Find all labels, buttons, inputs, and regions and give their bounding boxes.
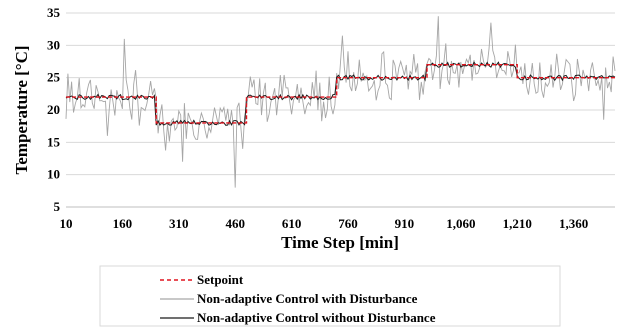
series-line-setpoint [66, 64, 615, 124]
legend-box [99, 265, 561, 327]
x-tick-label: 610 [282, 216, 302, 231]
y-tick-label: 15 [47, 134, 61, 149]
x-tick-label: 460 [225, 216, 245, 231]
x-tick-label: 160 [113, 216, 133, 231]
legend-label-without-disturbance: Non-adaptive Control without Disturbance [197, 310, 436, 325]
y-axis-title: Temperature [°C] [12, 45, 31, 174]
x-tick-label: 1,210 [503, 216, 532, 231]
grid-lines [66, 12, 615, 176]
y-tick-label: 10 [47, 167, 60, 182]
x-tick-label: 310 [169, 216, 189, 231]
x-axis-title: Time Step [min] [281, 233, 399, 252]
y-tick-label: 20 [47, 102, 60, 117]
y-tick-label: 5 [54, 199, 61, 214]
legend-label-setpoint: Setpoint [197, 272, 244, 287]
y-axis-tick-labels: 5 10 15 20 25 30 35 [47, 5, 61, 214]
legend-label-with-disturbance: Non-adaptive Control with Disturbance [197, 291, 418, 306]
x-tick-label: 1,360 [559, 216, 588, 231]
x-tick-label: 10 [60, 216, 73, 231]
y-tick-label: 30 [47, 37, 60, 52]
x-tick-label: 760 [338, 216, 358, 231]
x-tick-label: 910 [395, 216, 415, 231]
x-axis-tick-labels: 10 160 310 460 610 760 910 1,060 1,210 1,360 [60, 216, 589, 231]
series-lines [65, 16, 616, 188]
y-tick-label: 25 [47, 70, 61, 85]
x-tick-label: 1,060 [446, 216, 475, 231]
y-tick-label: 35 [47, 5, 61, 20]
series-line-with-disturbance [65, 16, 616, 188]
chart-legend: Setpoint Non-adaptive Control with Distu… [99, 265, 561, 327]
